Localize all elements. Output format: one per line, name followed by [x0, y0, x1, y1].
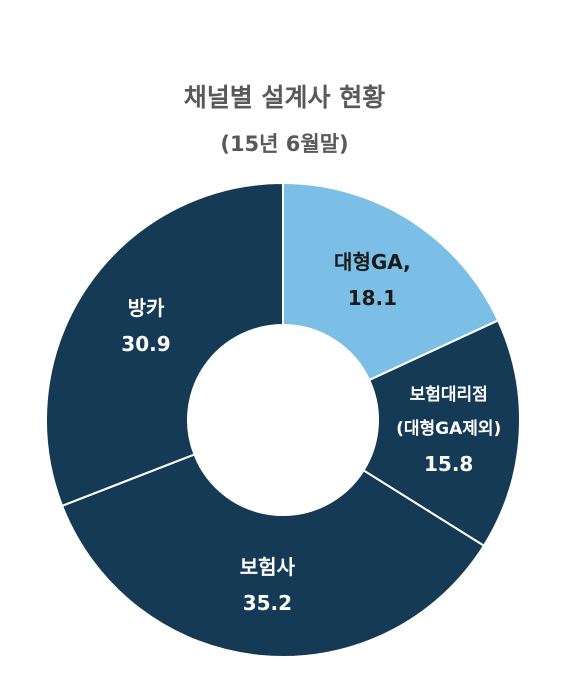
chart-subtitle: (15년 6월말) [220, 132, 349, 156]
donut-slice [282, 181, 500, 382]
value-label: 30.9 [121, 332, 171, 357]
category-label: 보험사 [239, 555, 295, 580]
donut-slice [60, 453, 486, 658]
slice-label: 방카 30.9 [121, 290, 170, 362]
donut-slice [362, 319, 521, 548]
value-label: 18.1 [347, 286, 398, 311]
slice-label: 보험대리점 (대형GA제외) 15.8 [396, 378, 501, 482]
category-label: 대형GA, [334, 250, 411, 275]
category-label: 보험대리점 (대형GA제외) [396, 385, 502, 440]
chart-title: 채널별 설계사 현황 [183, 83, 386, 112]
value-label: 15.8 [423, 452, 474, 477]
slice-label: 보험사 35.2 [240, 549, 295, 621]
donut-slice [45, 181, 284, 508]
category-label: 방카 [127, 296, 165, 321]
slice-label: 대형GA, 18.1 [334, 244, 411, 316]
value-label: 35.2 [242, 591, 293, 616]
